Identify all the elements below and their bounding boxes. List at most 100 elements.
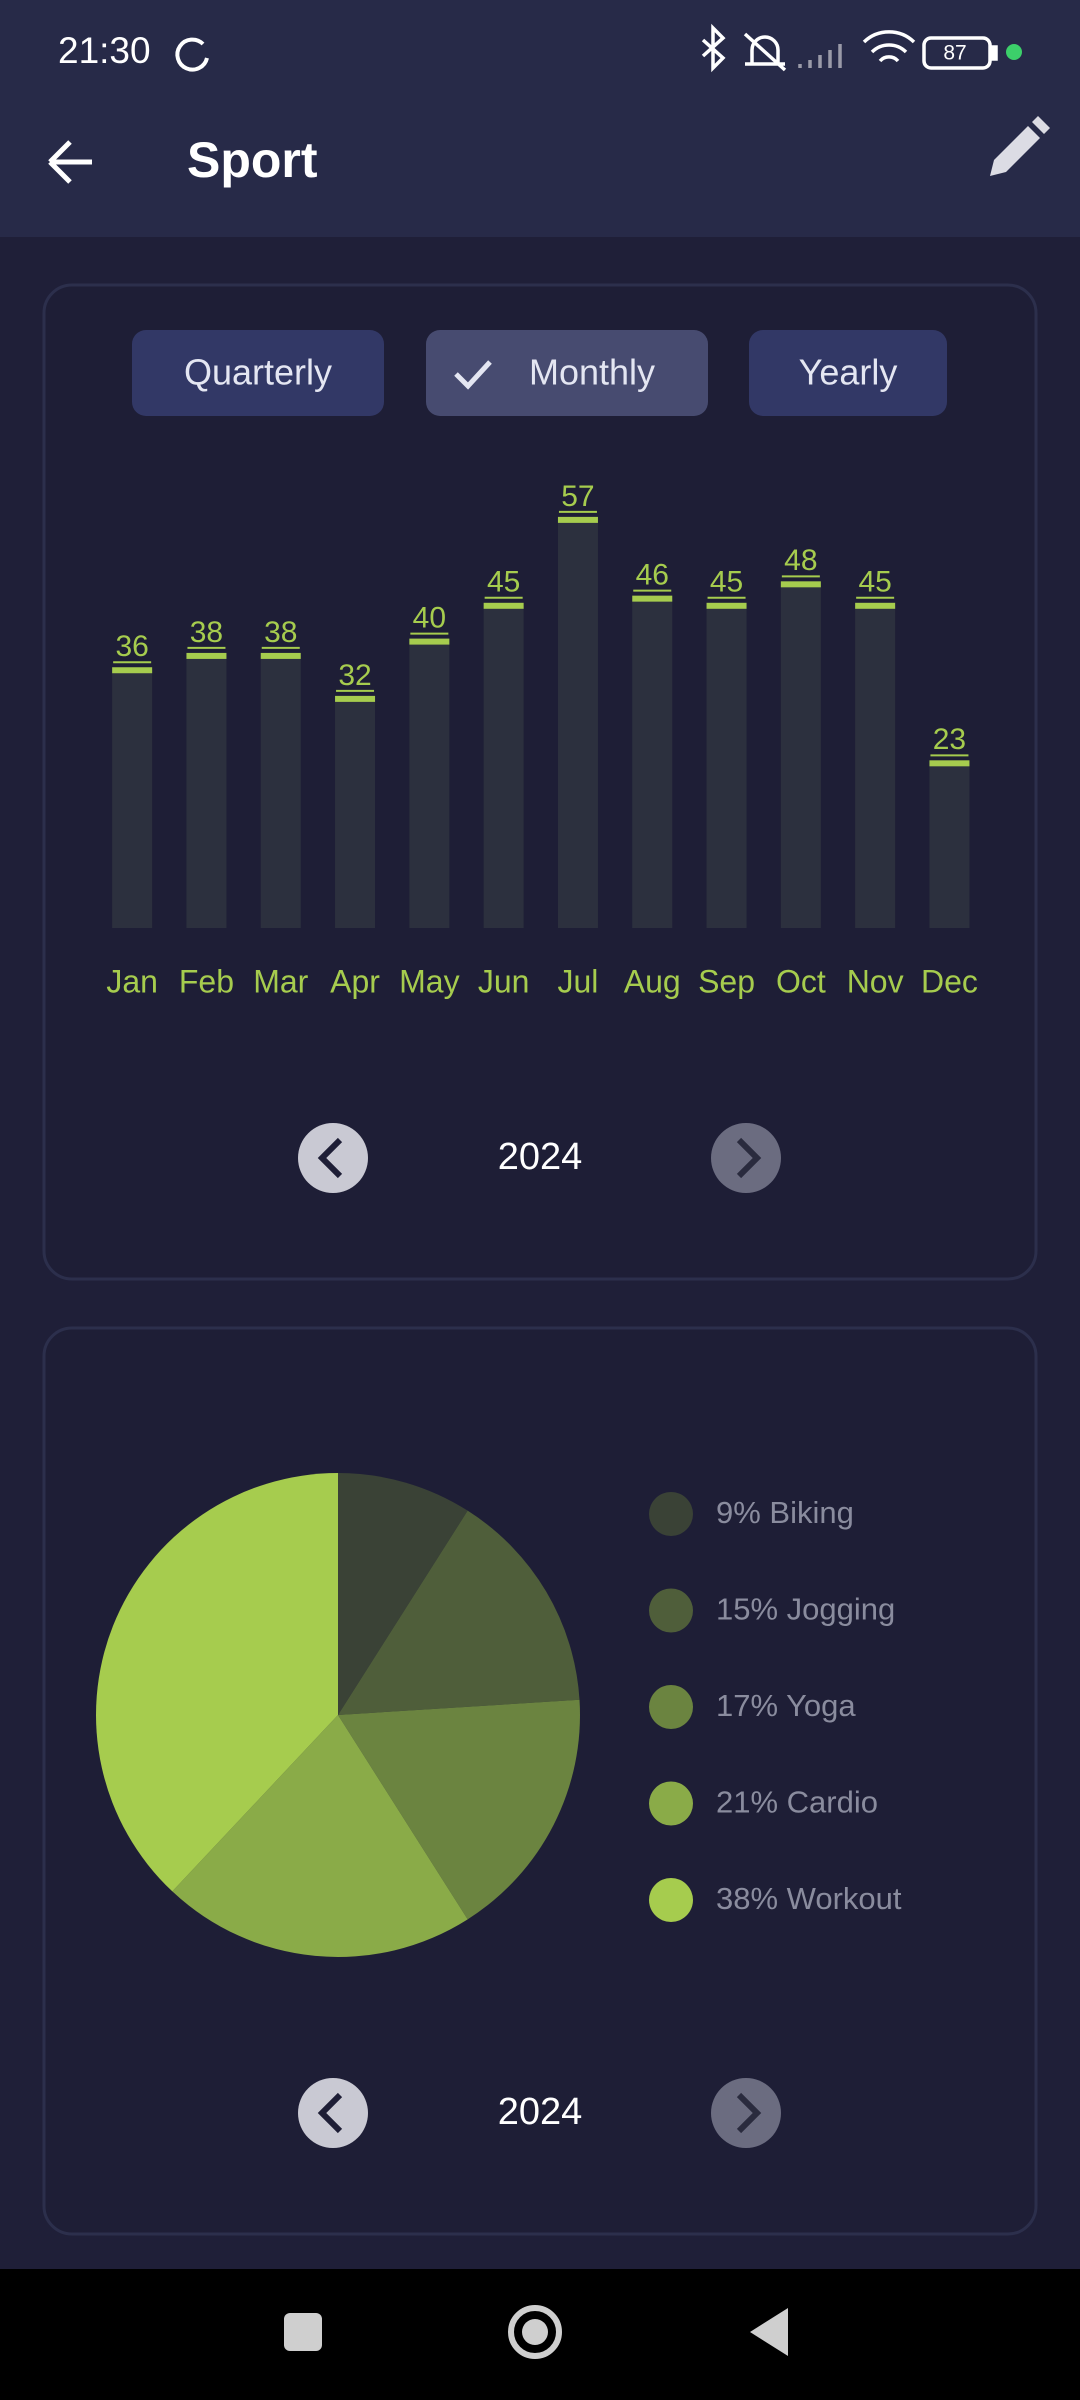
prev-year-button[interactable] <box>298 2078 368 2148</box>
x-tick-label: Apr <box>330 963 380 999</box>
pie-slice <box>96 1473 339 1892</box>
back-button[interactable] <box>48 140 92 184</box>
bar <box>186 655 227 928</box>
back-arrow <box>48 140 92 184</box>
bar-value-label: 46 <box>636 559 669 592</box>
bar <box>483 605 524 928</box>
bar <box>632 598 673 928</box>
home-ring <box>508 2305 562 2359</box>
legend-label: 17% Yoga <box>716 1688 856 1723</box>
nav-chevron <box>736 2092 762 2134</box>
bar-cap <box>335 695 376 702</box>
nav-chevron <box>317 1137 343 1179</box>
x-tick-label: Feb <box>179 963 234 999</box>
bar-value-label: 40 <box>413 602 446 635</box>
legend-label: 21% Cardio <box>716 1785 878 1820</box>
nav-circle <box>711 1123 781 1193</box>
x-tick-label: Aug <box>624 963 681 999</box>
legend-swatch <box>649 1878 693 1922</box>
x-tick-label: Oct <box>776 963 826 999</box>
x-tick-label: Jul <box>557 963 598 999</box>
bar-value-label: 38 <box>190 616 223 649</box>
app-title: Sport <box>187 132 318 188</box>
status-icons <box>701 23 998 73</box>
bar <box>409 641 450 928</box>
nav-circle <box>298 1123 368 1193</box>
bar-value-label: 23 <box>933 723 966 756</box>
battery-level: 87 <box>943 42 966 65</box>
x-tick-label: Jan <box>106 963 158 999</box>
toggle-yearly[interactable]: Yearly <box>749 330 947 416</box>
bar <box>929 763 970 928</box>
legend-swatch <box>649 1492 693 1536</box>
bar-card <box>42 283 1038 1281</box>
toggle-quarterly[interactable]: Quarterly <box>132 330 384 416</box>
pie-slice <box>172 1715 468 1957</box>
bar <box>260 655 301 928</box>
bar <box>855 605 896 928</box>
toggle-monthly[interactable]: Monthly <box>426 330 708 416</box>
nav-circle <box>298 2078 368 2148</box>
next-year-button[interactable] <box>711 2078 781 2148</box>
home-dot <box>522 2319 548 2345</box>
bar-value-label: 36 <box>115 630 148 663</box>
nav-circle <box>711 2078 781 2148</box>
legend-label: 38% Workout <box>716 1881 902 1916</box>
bar-cap <box>409 638 450 645</box>
toggle-label: Quarterly <box>184 352 332 393</box>
x-tick-label: May <box>399 963 459 999</box>
prev-year-button[interactable] <box>298 1123 368 1193</box>
legend-swatch <box>649 1781 693 1826</box>
home-button[interactable] <box>508 2305 562 2359</box>
toggle-bg <box>132 330 384 416</box>
x-tick-label: Mar <box>253 963 308 999</box>
nav-chevron <box>736 1137 762 1179</box>
bar-cap <box>632 595 673 602</box>
bar-value-label: 57 <box>561 480 594 513</box>
recents-button[interactable] <box>284 2313 322 2351</box>
privacy-dot <box>1006 44 1022 60</box>
legend-label: 15% Jogging <box>716 1592 895 1627</box>
bar-cap <box>186 652 227 659</box>
check-icon <box>454 360 492 390</box>
pie-slice <box>338 1473 468 1715</box>
bar-cap <box>855 602 896 609</box>
sync-icon <box>175 37 209 72</box>
year-label: 2024 <box>498 1136 583 1178</box>
pie-slice <box>338 1510 580 1715</box>
system-back-button[interactable] <box>750 2308 788 2356</box>
bar-cap <box>557 516 598 523</box>
bar-value-label: 45 <box>487 566 520 599</box>
bar-value-label: 45 <box>858 566 891 599</box>
bar-value-label: 38 <box>264 616 297 649</box>
pie-slice <box>338 1699 580 1920</box>
bar-value-label: 32 <box>338 659 371 692</box>
x-tick-label: Nov <box>847 963 904 999</box>
bar <box>706 605 747 928</box>
x-tick-label: Jun <box>478 963 530 999</box>
edit-icon <box>990 116 1050 176</box>
bar-value-label: 45 <box>710 566 743 599</box>
edit-button[interactable] <box>990 116 1050 176</box>
toggle-label: Monthly <box>529 352 655 393</box>
bar <box>557 519 598 928</box>
legend-label: 9% Biking <box>716 1495 854 1530</box>
toggle-label: Yearly <box>799 352 898 393</box>
bar <box>335 698 376 928</box>
bar-cap <box>260 652 301 659</box>
bar <box>780 584 821 928</box>
legend-swatch <box>649 1588 693 1633</box>
year-label: 2024 <box>498 2091 583 2133</box>
next-year-button[interactable] <box>711 1123 781 1193</box>
toggle-bg <box>749 330 947 416</box>
bar-cap <box>706 602 747 609</box>
bar-value-label: 48 <box>784 544 817 577</box>
toggle-bg <box>426 330 708 416</box>
bar-cap <box>929 760 970 767</box>
bar-cap <box>780 581 821 588</box>
status-time: 21:30 <box>58 30 151 71</box>
x-tick-label: Sep <box>698 963 755 999</box>
nav-chevron <box>317 2092 343 2134</box>
